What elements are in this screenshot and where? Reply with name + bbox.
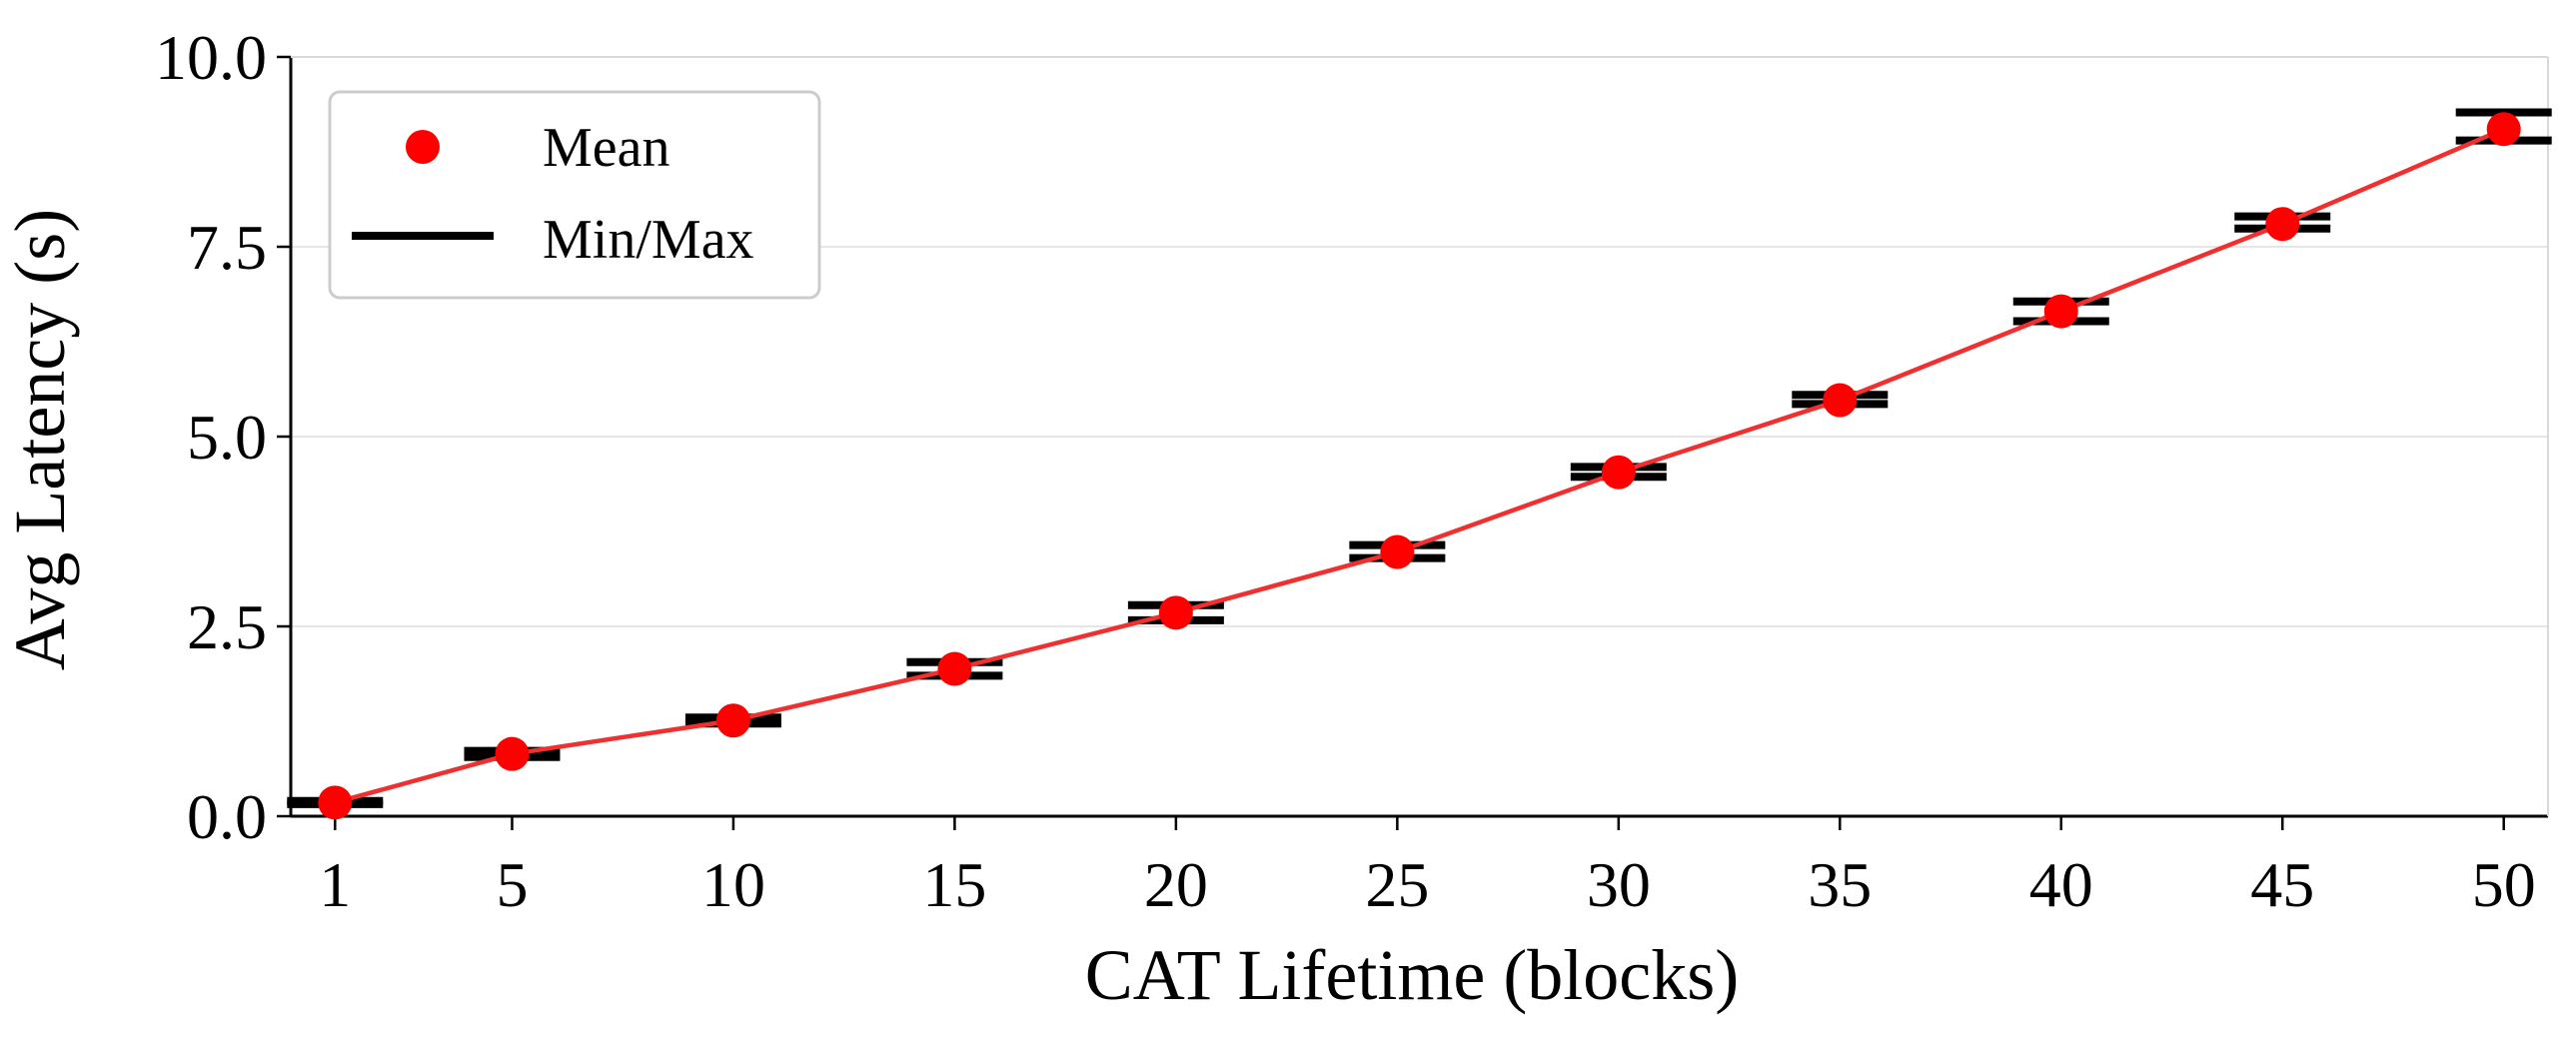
- axes: [277, 55, 2549, 830]
- mean-point: [2486, 112, 2521, 147]
- x-tick-label: 25: [1365, 849, 1429, 920]
- mean-point: [1601, 455, 1636, 490]
- x-tick-label: 35: [1808, 849, 1872, 920]
- mean-point: [1380, 534, 1415, 569]
- mean-point: [2043, 294, 2078, 329]
- y-axis-label: Avg Latency (s): [0, 209, 80, 670]
- x-tick-label: 20: [1144, 849, 1208, 920]
- mean-point: [2265, 207, 2300, 242]
- legend-minmax-label: Min/Max: [543, 209, 754, 271]
- legend-mean-marker: [406, 130, 440, 164]
- x-tick-label: 5: [496, 849, 528, 920]
- legend-mean-label: Mean: [543, 117, 670, 179]
- x-tick-label: 50: [2472, 849, 2536, 920]
- tick-labels: 0.02.55.07.510.01 5 10 15 20 25 30 35 40 45 50: [155, 22, 2536, 920]
- legend: Mean Min/Max: [328, 90, 821, 300]
- gridlines: [291, 246, 2548, 627]
- x-tick-label: 10: [701, 849, 765, 920]
- y-tick-label: 0.0: [187, 781, 267, 852]
- legend-frame: [328, 90, 821, 300]
- x-tick-label: 40: [2029, 849, 2093, 920]
- x-tick-label: 15: [922, 849, 986, 920]
- data-series: [287, 108, 2552, 820]
- mean-point: [1823, 383, 1858, 418]
- x-tick-label: 45: [2250, 849, 2314, 920]
- y-tick-label: 5.0: [187, 402, 267, 473]
- y-tick-label: 10.0: [155, 22, 267, 93]
- mean-point: [715, 703, 750, 738]
- mean-point: [495, 736, 530, 771]
- y-tick-label: 2.5: [187, 591, 267, 662]
- mean-point: [1158, 595, 1193, 630]
- x-tick-label: 1: [319, 849, 351, 920]
- mean-point: [937, 651, 972, 686]
- y-tick-label: 7.5: [187, 212, 267, 283]
- x-axis-label: CAT Lifetime (blocks): [1085, 935, 1740, 1015]
- mean-point: [318, 785, 353, 820]
- x-tick-label: 30: [1587, 849, 1651, 920]
